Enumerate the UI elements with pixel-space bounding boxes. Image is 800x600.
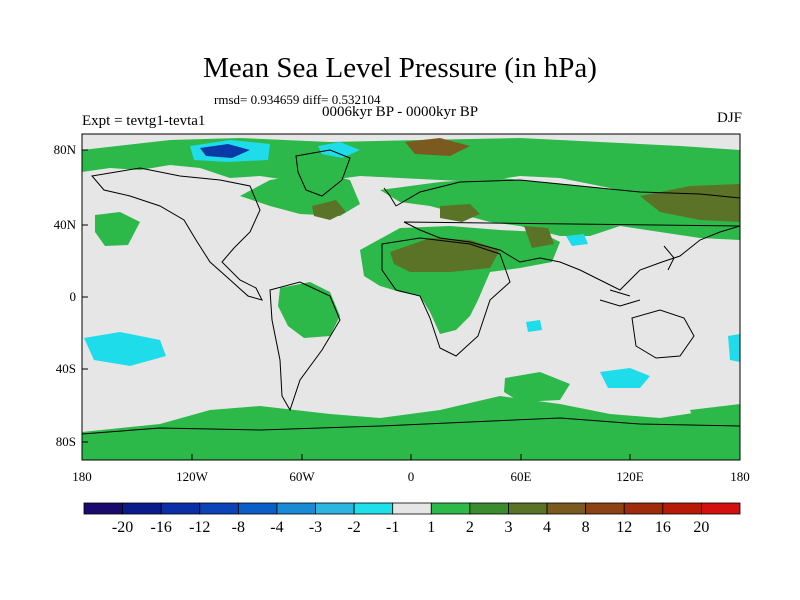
colorbar bbox=[83, 502, 741, 515]
colorbar-label: 3 bbox=[504, 519, 513, 536]
colorbar-box bbox=[623, 502, 664, 515]
colorbar-label: -3 bbox=[308, 519, 323, 536]
colorbar-box bbox=[160, 502, 201, 515]
indian-ocean-negative-region bbox=[600, 368, 650, 388]
arctic-positive-region bbox=[405, 138, 470, 156]
lat-tick-label: 80S bbox=[56, 434, 76, 449]
south-indian-anomaly-region bbox=[504, 372, 570, 402]
colorbar-box bbox=[315, 502, 355, 515]
colorbar-label: 2 bbox=[465, 519, 474, 536]
south-america-anomaly-region bbox=[278, 282, 340, 338]
colorbar-box bbox=[122, 502, 162, 515]
longitude-axis: 180 120W 60W 0 60E 120E 180 bbox=[72, 454, 750, 484]
lon-tick-label: 0 bbox=[408, 469, 415, 484]
colorbar-label: -1 bbox=[386, 519, 400, 536]
colorbar-box bbox=[392, 502, 432, 515]
colorbar-box bbox=[353, 502, 394, 515]
colorbar-box bbox=[237, 502, 278, 515]
map-plot-area bbox=[82, 134, 740, 460]
colorbar-box bbox=[585, 502, 625, 515]
colorbar-label: 1 bbox=[427, 519, 436, 536]
lat-tick-label: 40N bbox=[54, 217, 77, 232]
colorbar-label: 12 bbox=[616, 519, 633, 536]
latitude-axis: 80N 40N 0 40S 80S bbox=[54, 142, 88, 449]
colorbar-label: 8 bbox=[581, 519, 590, 536]
colorbar-label: 4 bbox=[543, 519, 552, 536]
lon-tick-label: 180 bbox=[730, 469, 750, 484]
colorbar-box bbox=[508, 502, 548, 515]
colorbar-label: -12 bbox=[189, 519, 211, 536]
middle-east-positive-region bbox=[524, 226, 554, 248]
tibet-negative-region bbox=[566, 234, 588, 246]
lon-tick-label: 120E bbox=[616, 469, 644, 484]
colorbar-box bbox=[430, 502, 471, 515]
svalbard-negative-region bbox=[318, 142, 360, 158]
colorbar-box bbox=[469, 502, 509, 515]
colorbar-label: -8 bbox=[231, 519, 246, 536]
lon-tick-label: 120W bbox=[176, 469, 209, 484]
colorbar-label: -16 bbox=[150, 519, 172, 536]
coastlines bbox=[82, 149, 740, 435]
lon-tick-label: 60W bbox=[289, 469, 315, 484]
south-pacific-negative-region bbox=[84, 332, 166, 366]
north-atlantic-positive-region bbox=[312, 200, 346, 220]
experiment-label: Expt = tevtg1-tevta1 bbox=[82, 113, 206, 129]
colorbar-box bbox=[276, 502, 316, 515]
colorbar-label: -20 bbox=[111, 519, 134, 536]
colorbar-box bbox=[701, 502, 741, 515]
map-title: Mean Sea Level Pressure (in hPa) bbox=[203, 52, 597, 84]
east-pacific-negative-region bbox=[728, 334, 740, 362]
lon-tick-label: 180 bbox=[72, 469, 92, 484]
sahara-positive-region bbox=[390, 238, 500, 272]
colorbar-label: 16 bbox=[654, 519, 671, 536]
season-label: DJF bbox=[716, 110, 742, 126]
lat-tick-label: 40S bbox=[56, 361, 76, 376]
colorbar-box bbox=[662, 502, 702, 515]
siberia-positive-region bbox=[640, 184, 740, 222]
colorbar-box bbox=[83, 502, 123, 515]
lon-tick-label: 60E bbox=[511, 469, 532, 484]
west-pacific-anomaly-region bbox=[690, 404, 740, 440]
greenland-strong-negative-region bbox=[200, 144, 250, 158]
colorbar-box bbox=[199, 502, 239, 515]
lat-tick-label: 80N bbox=[54, 142, 77, 157]
rmsd-diff-stats: rmsd= 0.934659 diff= 0.532104 bbox=[214, 92, 381, 107]
colorbar-label: -4 bbox=[270, 519, 284, 536]
colorbar-box bbox=[546, 502, 587, 515]
colorbar-label: -2 bbox=[347, 519, 361, 536]
lat-tick-label: 0 bbox=[70, 289, 77, 304]
arabian-negative-region bbox=[526, 320, 542, 332]
north-pacific-anomaly-region bbox=[95, 212, 140, 246]
southern-ocean-anomaly-region bbox=[82, 396, 740, 460]
europe-positive-region bbox=[440, 204, 480, 222]
period-label: 0006kyr BP - 0000kyr BP bbox=[321, 104, 479, 120]
colorbar-label: 20 bbox=[693, 519, 710, 536]
